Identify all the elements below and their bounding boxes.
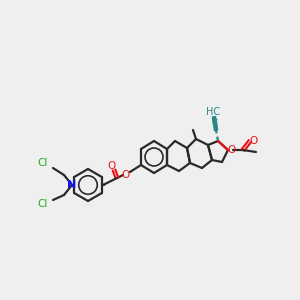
- Text: Cl: Cl: [38, 199, 48, 209]
- Text: O: O: [250, 136, 258, 146]
- Text: O: O: [107, 161, 115, 171]
- Text: O: O: [227, 145, 235, 155]
- Text: O: O: [122, 170, 130, 180]
- Text: HC: HC: [206, 107, 220, 117]
- Text: Cl: Cl: [38, 158, 48, 168]
- Text: N: N: [68, 180, 76, 190]
- Text: C: C: [212, 118, 218, 127]
